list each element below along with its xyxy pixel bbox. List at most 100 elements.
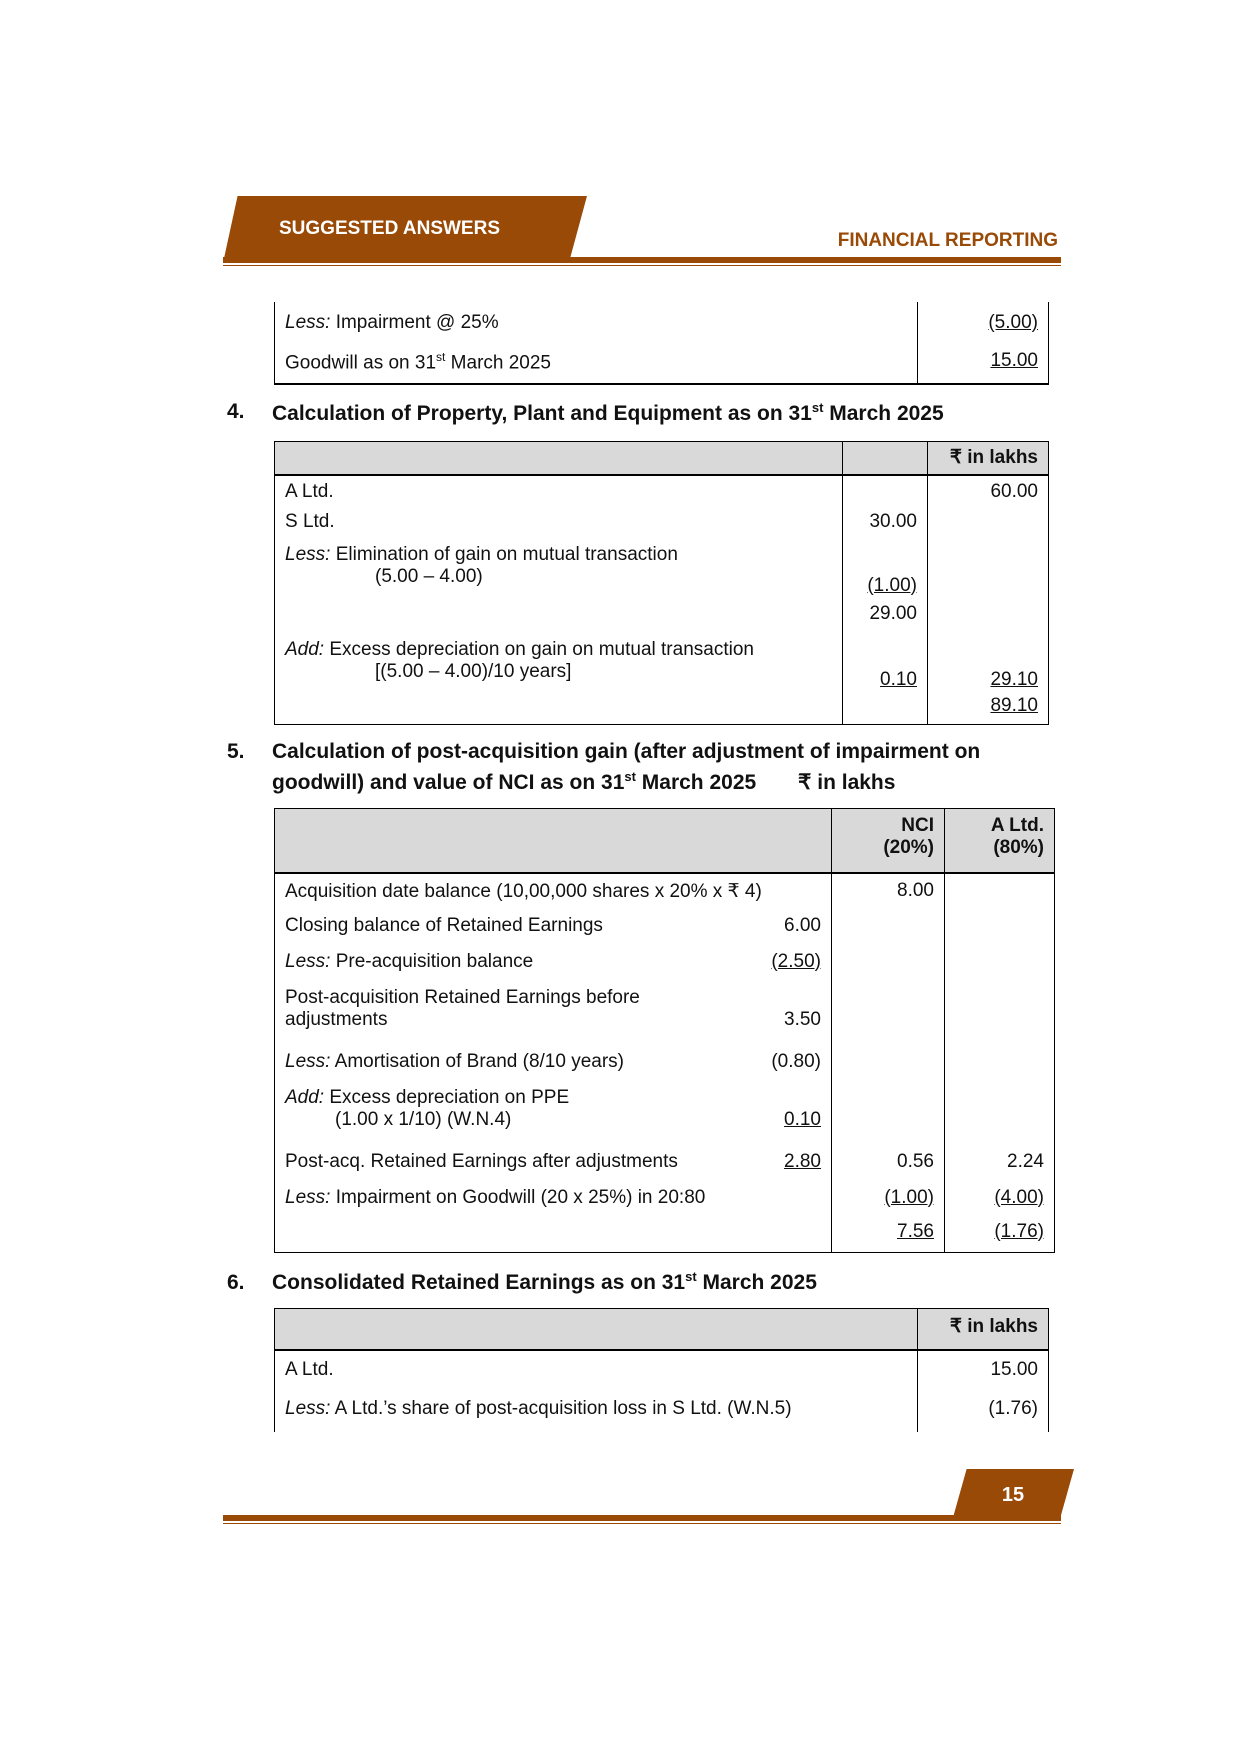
table-row: A Ltd. 15.00 bbox=[274, 1349, 1049, 1392]
table-row: Less: Impairment @ 25% bbox=[274, 302, 918, 344]
label: Excess depreciation on PPE bbox=[324, 1086, 570, 1108]
label: Closing balance of Retained Earnings bbox=[285, 914, 603, 936]
value: (2.50) bbox=[771, 950, 821, 972]
table-row: Less: A Ltd.’s share of post-acquisition… bbox=[274, 1391, 1049, 1432]
title: on goodwill) and value of NCI as on 31 bbox=[272, 740, 981, 794]
value: 0.10 bbox=[784, 1108, 821, 1130]
label: Acquisition date balance (10,00,000 shar… bbox=[285, 880, 762, 902]
page-number: 15 bbox=[952, 1469, 1074, 1521]
section-number: 4. bbox=[227, 400, 245, 423]
value: 3.50 bbox=[784, 1008, 821, 1030]
value: 7.56 bbox=[897, 1220, 934, 1242]
prefix: Add: bbox=[285, 1086, 325, 1108]
nci-table: NCI (20%) A Ltd. (80%) Acquisition date bal… bbox=[274, 808, 1055, 1253]
title: March 2025 bbox=[696, 1271, 817, 1294]
value: (1.76) bbox=[917, 1391, 1049, 1432]
header-left-title: SUGGESTED ANSWERS bbox=[279, 218, 500, 239]
value: 0.10 bbox=[880, 668, 917, 690]
header-rule bbox=[223, 257, 1061, 263]
value: 15.00 bbox=[990, 350, 1038, 371]
sup: st bbox=[811, 400, 824, 415]
retained-earnings-table: ₹ in lakhs A Ltd. 15.00 Less: A Ltd.’s sh… bbox=[274, 1308, 1049, 1432]
table-row: Acquisition date balance (10,00,000 shar… bbox=[274, 872, 1055, 909]
value: 0.56 bbox=[831, 1144, 945, 1181]
value: (0.80) bbox=[771, 1050, 821, 1072]
section5-heading: 5. Calculation of post-acquisition gain … bbox=[227, 736, 1062, 798]
section-number: 5. bbox=[227, 740, 245, 763]
table-row: Goodwill as on 31st March 2025 bbox=[274, 344, 918, 384]
col-header: NCI bbox=[901, 815, 934, 836]
unit-header: ₹ in lakhs bbox=[927, 441, 1049, 476]
prefix: Add: bbox=[285, 638, 325, 660]
prefix: Less: bbox=[285, 543, 331, 565]
footer-rule bbox=[223, 1515, 1061, 1521]
label: A Ltd. bbox=[274, 1349, 918, 1392]
col-header: (80%) bbox=[993, 837, 1044, 858]
table-row: A Ltd. 60.00 bbox=[274, 474, 1049, 507]
unit-label: ₹ in lakhs bbox=[798, 771, 896, 794]
label: Goodwill as on 31 bbox=[285, 352, 437, 374]
table-row: Less: Elimination of gain on mutual tran… bbox=[274, 538, 1049, 601]
value: 89.10 bbox=[990, 694, 1038, 716]
label: Excess depreciation on gain on mutual tr… bbox=[324, 638, 754, 660]
value: (4.00) bbox=[994, 1186, 1044, 1208]
footer-rule-thin bbox=[223, 1523, 1061, 1524]
title: Calculation of post-acquisition gain (af… bbox=[272, 740, 949, 763]
label: Elimination of gain on mutual transactio… bbox=[330, 543, 678, 565]
label: Pre-acquisition balance bbox=[330, 950, 534, 972]
table-row: S Ltd. 30.00 bbox=[274, 506, 1049, 539]
sup: st bbox=[436, 350, 446, 364]
prefix: Less: bbox=[285, 1397, 331, 1419]
label: A Ltd.’s share of post-acquisition loss … bbox=[330, 1397, 792, 1419]
value: (1.00) bbox=[867, 574, 917, 596]
label: Post-acquisition Retained Earnings befor… bbox=[285, 986, 640, 1008]
prefix: Less: bbox=[285, 1050, 331, 1072]
col-header: (20%) bbox=[883, 837, 934, 858]
label-line2: (5.00 – 4.00) bbox=[375, 565, 483, 587]
sections-5-6: 5. Calculation of post-acquisition gain … bbox=[227, 736, 1062, 1432]
label: March 2025 bbox=[445, 352, 552, 374]
sup: st bbox=[685, 1269, 697, 1284]
table-row: Less: Pre-acquisition balance (2.50) bbox=[274, 944, 1055, 981]
value: 2.80 bbox=[784, 1150, 821, 1172]
table-row: Post-acquisition Retained Earnings befor… bbox=[274, 980, 1055, 1045]
section-number: 6. bbox=[227, 1271, 245, 1294]
section-title: Calculation of post-acquisition gain (af… bbox=[272, 736, 1062, 798]
value: 15.00 bbox=[917, 1349, 1049, 1392]
ppe-table: ₹ in lakhs A Ltd. 60.00 S Ltd. 30.00 Less:… bbox=[274, 441, 1049, 725]
header-tab: SUGGESTED ANSWERS bbox=[223, 196, 587, 263]
section-title: Calculation of Property, Plant and Equip… bbox=[272, 400, 944, 426]
title: March 2025 bbox=[823, 402, 944, 425]
table-row: Add: Excess depreciation on gain on mutu… bbox=[274, 632, 1049, 693]
unit-header: ₹ in lakhs bbox=[917, 1308, 1049, 1351]
value: 29.00 bbox=[842, 600, 928, 633]
col-header: A Ltd. bbox=[990, 815, 1044, 836]
section-title: Consolidated Retained Earnings as on 31s… bbox=[272, 1267, 1062, 1298]
value: 30.00 bbox=[842, 506, 928, 539]
label: Impairment on Goodwill (20 x 25%) in 20:… bbox=[330, 1186, 706, 1208]
prefix: Less: bbox=[285, 950, 331, 972]
header-right-title: FINANCIAL REPORTING bbox=[837, 230, 1058, 251]
section6-heading: 6. Consolidated Retained Earnings as on … bbox=[227, 1267, 1062, 1298]
table-row: Post-acq. Retained Earnings after adjust… bbox=[274, 1144, 1055, 1181]
goodwill-table: Less: Impairment @ 25% (5.00) Goodwill as… bbox=[274, 302, 1049, 385]
table-row: 29.00 bbox=[274, 600, 1049, 633]
title: March 2025 bbox=[635, 771, 757, 794]
value: 2.24 bbox=[1007, 1150, 1044, 1172]
sup: st bbox=[624, 769, 636, 784]
label: Amortisation of Brand (8/10 years) bbox=[330, 1050, 625, 1072]
value: 29.10 bbox=[990, 668, 1038, 690]
prefix: Less: bbox=[285, 312, 331, 333]
label-line2: adjustments bbox=[285, 1008, 388, 1030]
value: (5.00) bbox=[988, 312, 1038, 333]
label: Impairment @ 25% bbox=[330, 312, 499, 333]
title: Consolidated Retained Earnings as on 31 bbox=[272, 1271, 686, 1294]
table-row: 7.56 (1.76) bbox=[274, 1216, 1055, 1253]
label: S Ltd. bbox=[274, 506, 843, 539]
label-line2: [(5.00 – 4.00)/10 years] bbox=[375, 660, 572, 682]
value: 60.00 bbox=[990, 480, 1038, 502]
label-line2: (1.00 x 1/10) (W.N.4) bbox=[335, 1108, 512, 1130]
table-row: Less: Amortisation of Brand (8/10 years)… bbox=[274, 1044, 1055, 1081]
title: Calculation of Property, Plant and Equip… bbox=[272, 402, 812, 425]
table-row: Add: Excess depreciation on PPE (1.00 x 1… bbox=[274, 1080, 1055, 1145]
